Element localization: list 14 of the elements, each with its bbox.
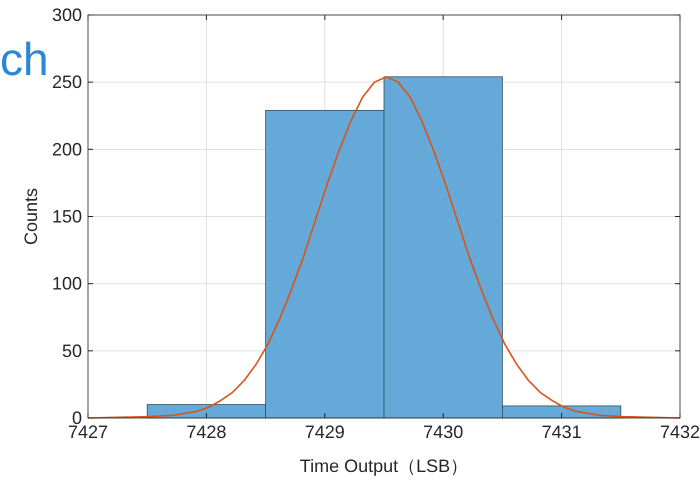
- text: ch: [0, 33, 49, 85]
- x-tick-label: 7430: [423, 422, 464, 442]
- x-tick-label: 7431: [542, 422, 582, 442]
- y-tick-label: 150: [52, 206, 82, 226]
- x-tick-label: 7429: [304, 422, 345, 442]
- y-tick-label: 250: [52, 72, 82, 92]
- x-tick-label: 7428: [186, 422, 226, 442]
- y-tick-label: 100: [52, 274, 82, 294]
- x-axis-title: Time Output（LSB）: [300, 456, 468, 476]
- y-axis-title: Counts: [21, 188, 41, 246]
- y-tick-label: 50: [62, 340, 82, 361]
- y-tick-label: 200: [52, 139, 82, 160]
- x-tick-label: 7432: [660, 422, 700, 442]
- y-tick-label: 300: [52, 5, 82, 25]
